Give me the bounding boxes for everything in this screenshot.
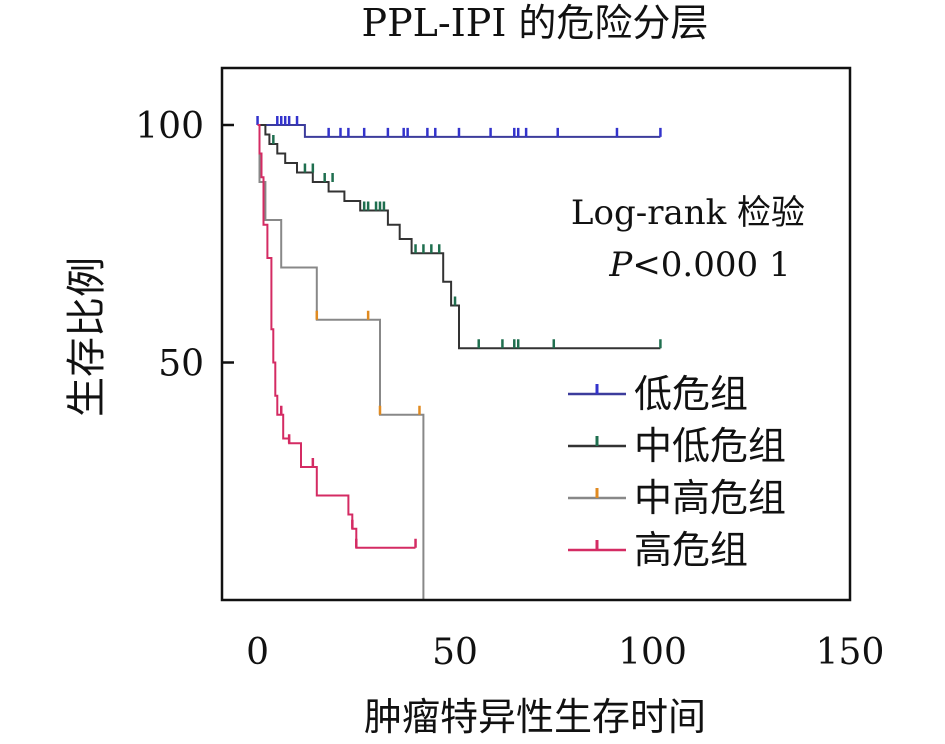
legend-item: 高危组 [568,528,748,572]
series-group [257,124,425,600]
series-group [257,124,417,549]
p-value: <0.000 1 [632,245,790,285]
series-group [256,116,662,138]
legend-label: 低危组 [634,372,748,416]
survival-curve-line [257,124,416,549]
legend-item: 低危组 [568,372,748,416]
legend-label: 中低危组 [634,424,786,468]
survival-curve-line [257,124,425,600]
plot-frame [220,66,852,602]
survival-curve-line [257,124,661,350]
legend-item: 中低危组 [568,424,786,468]
x-tick-label: 0 [246,632,269,673]
chart-title: PPL-IPI 的危险分层 [362,1,709,45]
x-tick-label: 150 [816,632,885,673]
logrank-annotation: Log-rank 检验 [571,193,805,233]
legend-label: 高危组 [634,528,748,572]
x-axis-label: 肿瘤特异性生存时间 [364,695,706,739]
legend-item: 中高危组 [568,476,786,520]
y-axis-label: 生存比例 [64,257,110,417]
p-value-annotation: P<0.000 1 [608,245,790,285]
y-tick-label: 100 [135,106,204,147]
axis-ticks: 50 100 0 50 100 150 [135,106,884,673]
legend-label: 中高危组 [634,476,786,520]
survival-curves [256,116,662,600]
y-tick-label: 50 [158,344,204,385]
x-tick-label: 50 [432,632,478,673]
p-symbol: P [608,245,633,285]
x-tick-label: 100 [618,632,687,673]
series-group [257,124,662,350]
